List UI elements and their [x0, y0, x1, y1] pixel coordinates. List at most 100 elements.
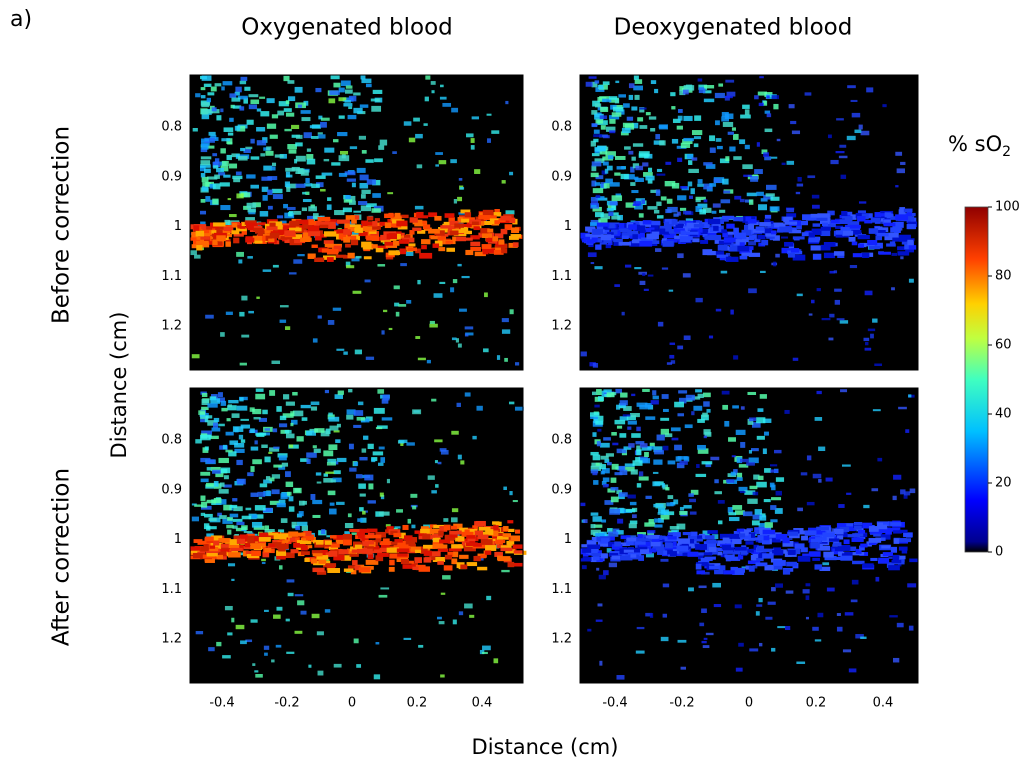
speckle [692, 157, 698, 160]
speckle [297, 600, 304, 605]
vessel-pixel [814, 564, 821, 569]
vessel-pixel [741, 252, 749, 256]
speckle [596, 195, 601, 198]
speckle [400, 263, 407, 266]
speckle [683, 273, 691, 277]
speckle [497, 355, 500, 360]
speckle [505, 101, 508, 104]
vessel-pixel [801, 221, 808, 225]
speckle [662, 483, 665, 488]
vessel-pixel [364, 256, 372, 259]
y-tick-label: 0.9 [161, 169, 182, 184]
vessel-pixel [748, 224, 754, 230]
speckle [250, 139, 254, 144]
y-tick-label: 0.9 [551, 169, 572, 184]
colorbar-tick-label: 40 [995, 407, 1012, 422]
speckle [212, 153, 217, 156]
speckle [861, 131, 870, 136]
speckle [330, 426, 339, 431]
vessel-pixel [841, 211, 847, 216]
speckle [670, 92, 675, 96]
speckle [453, 620, 457, 625]
speckle [219, 515, 227, 519]
speckle [654, 450, 664, 454]
image-panel [190, 75, 523, 370]
speckle [663, 614, 667, 618]
speckle [694, 143, 699, 147]
speckle [379, 512, 389, 516]
speckle [509, 402, 514, 405]
speckle [797, 294, 803, 297]
speckle [227, 142, 232, 145]
speckle [260, 211, 268, 217]
vessel-pixel [724, 554, 734, 557]
vessel-pixel [277, 544, 289, 549]
speckle [740, 459, 749, 462]
speckle [376, 427, 382, 429]
speckle [236, 252, 244, 257]
speckle [316, 175, 326, 179]
vessel-pixel [193, 225, 199, 231]
x-tick-label: -0.2 [274, 696, 299, 711]
vessel-pixel [635, 541, 646, 544]
speckle [860, 637, 866, 639]
vessel-pixel [300, 541, 311, 544]
speckle [277, 215, 283, 218]
x-tick-label: 0.4 [873, 696, 894, 711]
vessel-pixel [325, 540, 332, 544]
vessel-pixel [355, 545, 362, 549]
vessel-pixel [330, 535, 337, 538]
speckle [238, 156, 248, 160]
vessel-pixel [492, 521, 499, 524]
vessel-pixel [791, 248, 799, 252]
vessel-pixel [465, 250, 473, 255]
vessel-pixel [823, 552, 834, 558]
speckle [679, 511, 687, 515]
vessel-pixel [707, 530, 717, 534]
vessel-pixel [232, 223, 237, 228]
speckle [592, 153, 600, 156]
vessel-pixel [592, 229, 603, 235]
speckle [645, 176, 654, 181]
vessel-pixel [433, 243, 440, 247]
speckle [201, 144, 208, 150]
speckle [600, 107, 608, 112]
speckle [443, 518, 448, 522]
speckle [304, 132, 312, 138]
speckle [801, 472, 808, 475]
speckle [224, 475, 229, 479]
speckle [354, 410, 363, 416]
speckle [353, 462, 358, 466]
vessel-pixel [809, 237, 820, 243]
speckle [487, 138, 491, 143]
speckle [464, 603, 473, 608]
speckle [460, 460, 464, 464]
speckle [764, 432, 769, 436]
speckle [368, 483, 373, 489]
speckle [201, 87, 206, 90]
vessel-pixel [619, 242, 631, 246]
speckle [471, 145, 475, 150]
speckle [396, 312, 400, 317]
vessel-pixel [264, 548, 271, 552]
vessel-pixel [313, 553, 323, 556]
colorbar-label-text: % sO [948, 132, 1002, 156]
speckle [607, 392, 615, 397]
speckle [722, 112, 729, 117]
speckle [225, 606, 233, 610]
vessel-pixel [231, 230, 239, 234]
speckle [864, 338, 870, 341]
vessel-pixel [829, 538, 839, 541]
vessel-pixel [639, 241, 652, 247]
speckle [503, 487, 507, 490]
vessel-pixel [338, 229, 344, 232]
speckle [242, 516, 251, 520]
vessel-pixel [810, 543, 820, 549]
speckle [771, 497, 781, 500]
speckle [227, 530, 231, 535]
vessel-pixel [876, 233, 888, 236]
vessel-pixel [648, 535, 660, 539]
vessel-pixel [385, 222, 391, 228]
vessel-pixel [858, 530, 865, 534]
speckle [760, 394, 767, 399]
